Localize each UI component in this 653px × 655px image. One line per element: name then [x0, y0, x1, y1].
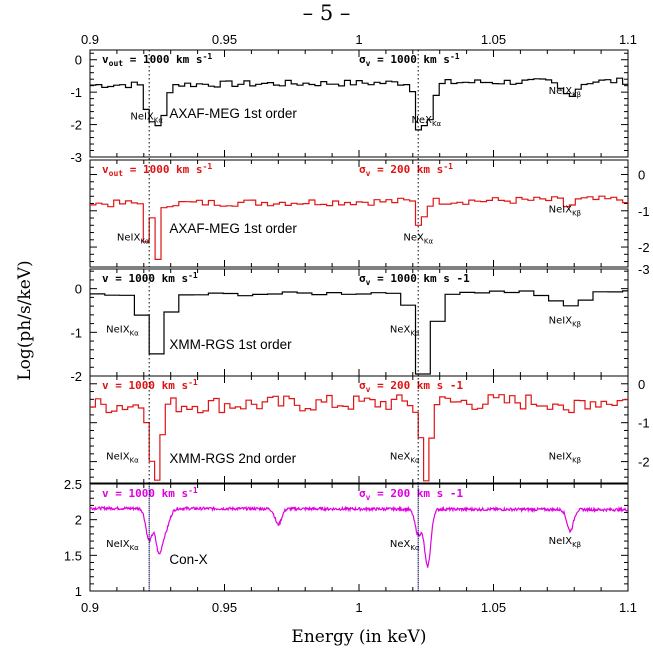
y-tick-label: 0: [75, 53, 82, 68]
x-tick-label-bottom: 0.95: [212, 600, 237, 615]
sigma-label: σv = 200 km s-1: [359, 162, 453, 178]
y-tick-label: 1.5: [64, 548, 82, 563]
y-tick-label: -2: [70, 369, 82, 384]
instrument-label: XMM-RGS 1st order: [169, 337, 292, 352]
velocity-label: vout = 1000 km s-1: [102, 52, 212, 68]
panel-frame: [89, 49, 629, 158]
spectrum-line: [90, 505, 628, 568]
y-tick-label: 2: [75, 513, 82, 528]
y-axis-label: Log(ph/s/keV): [15, 260, 35, 380]
line-id-label: NeIXKβ: [549, 316, 582, 329]
panel-frame: [89, 483, 629, 592]
instrument-label: AXAF-MEG 1st order: [169, 106, 297, 121]
spectrum-line: [90, 77, 628, 131]
line-id-label: NeXKα: [390, 452, 420, 465]
sigma-label: σv = 1000 km s-1: [359, 52, 460, 68]
x-tick-label-top: 1.1: [619, 32, 637, 47]
x-tick-label-bottom: 1: [355, 600, 362, 615]
instrument-label: AXAF-MEG 1st order: [169, 221, 297, 236]
instrument-label: Con-X: [169, 552, 207, 567]
y-tick-label: -3: [638, 262, 650, 277]
sigma-label: σv = 200 km s -1: [359, 487, 464, 502]
velocity-label: vout = 1000 km s-1: [102, 162, 212, 178]
line-id-label: NeXKα: [390, 324, 420, 337]
panel-frame: [89, 375, 629, 484]
spectrum-line: [90, 394, 628, 482]
y-tick-label: -2: [638, 455, 650, 470]
line-id-label: NeIXKα: [106, 539, 139, 552]
x-tick-label-top: 0.95: [212, 32, 237, 47]
sigma-label: σv = 1000 km s -1: [359, 272, 470, 287]
line-id-label: NeXKα: [403, 233, 433, 246]
page-number: – 5 –: [302, 1, 351, 25]
spectrum-line: [90, 290, 628, 375]
panel-p1: 0 -1 -2 -3 vout = 1000 km s-1 σv = 1000 km s-…: [70, 49, 629, 165]
panel-frame: [89, 268, 629, 377]
y-tick-label: 0: [638, 168, 645, 183]
x-tick-label-bottom: 1.1: [619, 600, 637, 615]
velocity-label: v = 1000 km s-1: [102, 271, 198, 285]
y-tick-label: -1: [638, 204, 650, 219]
panel-frame: [89, 159, 629, 268]
line-id-label: NeIXKβ: [549, 86, 582, 99]
x-tick-label-top: 1.05: [481, 32, 506, 47]
panel-p4: 0 -1 -2 v = 1000 km s-1 σv = 200 km s -1 XMM-…: [89, 375, 650, 484]
line-id-label: NeIXKβ: [549, 452, 582, 465]
spectrum-line: [90, 195, 628, 260]
y-tick-label: -1: [70, 325, 82, 340]
line-id-label: NeIXKα: [130, 112, 163, 125]
x-tick-label-top: 1: [355, 32, 362, 47]
panel-p2: 0 -1 -2 -3 vout = 1000 km s-1 σv = 200 km s-1…: [89, 159, 650, 277]
line-id-label: NeXKα: [390, 539, 420, 552]
instrument-label: XMM-RGS 2nd order: [169, 451, 296, 466]
y-tick-label: -2: [638, 240, 650, 255]
x-tick-label-bottom: 1.05: [481, 600, 506, 615]
line-id-label: NeIXKβ: [549, 205, 582, 218]
line-id-label: NeIXKα: [106, 324, 139, 337]
y-tick-label: -1: [638, 416, 650, 431]
x-axis-label: Energy (in keV): [291, 627, 426, 647]
y-tick-label: -2: [70, 118, 82, 133]
y-tick-label: 0: [75, 282, 82, 297]
panel-p5: 1 1.5 2 2.5 v = 1000 km s-1 σv = 200 km s -1 C…: [64, 477, 629, 599]
y-tick-label: 1: [75, 584, 82, 599]
x-tick-label-bottom: 0.9: [81, 600, 99, 615]
y-tick-label: 2.5: [64, 477, 82, 492]
line-id-label: NeXKα: [411, 115, 441, 128]
y-tick-label: -3: [70, 150, 82, 165]
y-tick-label: -1: [70, 85, 82, 100]
sigma-label: σv = 200 km s -1: [359, 379, 464, 394]
velocity-label: v = 1000 km s-1: [102, 486, 198, 500]
line-id-label: NeIXKα: [117, 233, 150, 246]
velocity-label: v = 1000 km s-1: [102, 378, 198, 392]
x-tick-label-top: 0.9: [81, 32, 99, 47]
line-id-label: NeIXKβ: [549, 536, 582, 549]
panel-p3: 0 -1 -2 v = 1000 km s-1 σv = 1000 km s -1 XMM…: [70, 268, 629, 384]
line-id-label: NeIXKα: [106, 452, 139, 465]
y-tick-label: 0: [638, 377, 645, 392]
